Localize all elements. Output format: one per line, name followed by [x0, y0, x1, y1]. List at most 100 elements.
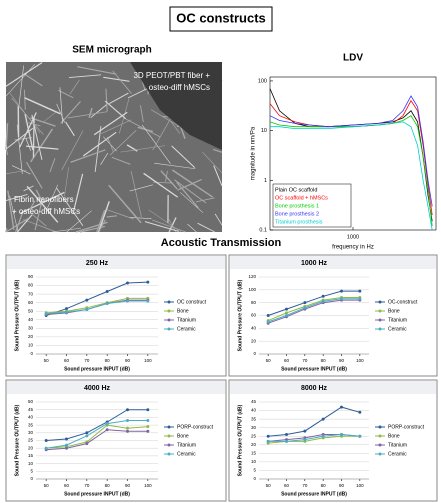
y-tick-label: 80 [28, 283, 34, 288]
y-tick-label: 10 [261, 128, 267, 134]
y-tick-label: 30 [251, 425, 257, 430]
y-axis-label: Sound Pressure OUTPUT (dB) [237, 404, 243, 476]
data-point [85, 434, 88, 437]
y-tick-label: 40 [251, 408, 257, 413]
data-point [146, 430, 149, 433]
y-tick-label: 25 [251, 433, 257, 438]
y-tick-label: 80 [251, 300, 257, 305]
y-tick-label: 0.1 [259, 227, 267, 233]
data-point [65, 447, 68, 450]
data-point [126, 430, 129, 433]
x-tick-label: 60 [284, 358, 290, 363]
legend-label: Bone [177, 433, 189, 439]
data-point [106, 422, 109, 425]
y-tick-label: 45 [28, 407, 34, 412]
panel-header [7, 381, 225, 394]
data-point [146, 425, 149, 428]
figure-title: OC constructs [176, 10, 266, 25]
x-tick-label: 50 [266, 358, 272, 363]
data-point [322, 295, 325, 298]
legend-marker [168, 319, 171, 322]
data-point [65, 437, 68, 440]
y-tick-label: 90 [28, 274, 34, 279]
legend-marker [168, 435, 171, 438]
y-axis-label: Sound Pressure OUTPUT (dB) [14, 279, 20, 351]
panel-header [230, 381, 436, 394]
data-point [322, 300, 325, 303]
x-tick-label: 100 [356, 358, 364, 363]
x-tick-label: 50 [44, 358, 50, 363]
legend-label: Titanium [177, 317, 196, 323]
legend-marker [379, 435, 382, 438]
page: OC constructs SEM micrograph 3D PEOT/PBT… [0, 0, 441, 503]
chart-title: 250 Hz [86, 260, 109, 267]
data-point [285, 311, 288, 314]
legend-marker [379, 453, 382, 456]
legend-label: Bone [388, 433, 400, 439]
data-point [126, 419, 129, 422]
data-point [267, 314, 270, 317]
data-point [285, 314, 288, 317]
legend-marker [168, 328, 171, 331]
data-point [285, 433, 288, 436]
legend-label: Bone [177, 308, 189, 314]
y-tick-label: 60 [28, 300, 34, 305]
legend-marker [379, 310, 382, 313]
legend-label: OC scaffold + hMSCs [275, 195, 328, 201]
x-tick-label: 80 [321, 358, 327, 363]
data-point [85, 299, 88, 302]
data-point [65, 307, 68, 310]
x-tick-label: 80 [105, 358, 111, 363]
sem-label: + osteo-diff hMSCs [12, 207, 80, 216]
legend-label: PORP-construct [388, 424, 425, 430]
panel-frame [229, 380, 437, 501]
legend-marker [168, 453, 171, 456]
y-tick-label: 15 [28, 453, 34, 458]
x-tick-label: 70 [302, 358, 308, 363]
data-point [106, 302, 109, 305]
data-point [303, 438, 306, 441]
data-point [65, 444, 68, 447]
data-point [146, 281, 149, 284]
y-tick-label: 120 [248, 274, 256, 279]
data-point [322, 418, 325, 421]
data-point [106, 428, 109, 431]
y-tick-label: 25 [28, 438, 34, 443]
data-point [303, 301, 306, 304]
x-axis-label: frequency in Hz [332, 245, 374, 251]
data-point [106, 290, 109, 293]
legend-label: Bone prosthesis 1 [275, 203, 319, 209]
y-axis-label: Sound Pressure OUTPUT (dB) [237, 279, 243, 351]
data-point [146, 408, 149, 411]
legend-marker [379, 426, 382, 429]
data-point [340, 433, 343, 436]
data-point [358, 411, 361, 414]
chart-title: 8000 Hz [301, 385, 328, 392]
data-point [85, 442, 88, 445]
x-tick-label: 80 [105, 483, 111, 488]
y-tick-label: 30 [28, 326, 34, 331]
panel-frame [6, 255, 226, 376]
legend-marker [379, 444, 382, 447]
y-tick-label: 50 [28, 308, 34, 313]
legend-label: Ceramic [177, 326, 196, 332]
legend-label: OC construct [177, 299, 207, 305]
legend-label: Ceramic [388, 326, 407, 332]
x-tick-label: 100 [144, 483, 152, 488]
y-tick-label: 40 [28, 317, 34, 322]
x-axis-label: Sound pressure INPUT (dB) [64, 491, 130, 497]
y-tick-label: 20 [28, 445, 34, 450]
legend-label: Plain OC scaffold [275, 187, 317, 193]
data-point [322, 435, 325, 438]
data-point [126, 281, 129, 284]
legend-label: Bone [388, 308, 400, 314]
data-point [267, 435, 270, 438]
data-point [358, 435, 361, 438]
data-point [340, 297, 343, 300]
data-point [85, 308, 88, 311]
data-point [65, 311, 68, 314]
sem-label: Fibrin nanofibers [14, 195, 74, 204]
data-point [45, 312, 48, 315]
data-point [285, 440, 288, 443]
legend-marker [168, 301, 171, 304]
